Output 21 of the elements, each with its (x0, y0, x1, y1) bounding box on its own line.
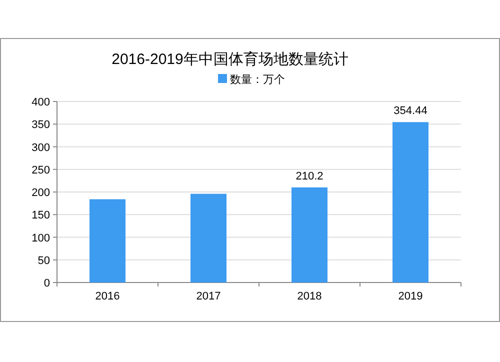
y-tick-label: 350 (32, 119, 50, 132)
bar (190, 194, 226, 282)
x-tick-label: 2016 (95, 290, 120, 302)
y-tick-label: 150 (32, 210, 50, 222)
x-tick-label: 2017 (196, 290, 221, 302)
y-tick-label: 0 (44, 278, 50, 290)
chart-title: 2016-2019年中国体育场地数量统计 (112, 51, 348, 68)
x-tick-label: 2019 (398, 290, 423, 302)
bar (392, 122, 428, 282)
y-tick-label: 100 (32, 232, 50, 244)
y-tick-label: 50 (38, 254, 50, 267)
x-tick-label: 2018 (297, 290, 322, 302)
y-tick-label: 250 (32, 164, 50, 176)
y-tick-label: 200 (32, 187, 50, 199)
y-tick-label: 300 (32, 142, 50, 154)
bar (292, 187, 328, 282)
y-tick-label: 400 (32, 96, 50, 108)
data-label: 210.2 (296, 170, 324, 182)
bar (90, 199, 126, 282)
data-label: 354.44 (394, 105, 428, 118)
legend-label: 数量：万个 (230, 74, 285, 86)
